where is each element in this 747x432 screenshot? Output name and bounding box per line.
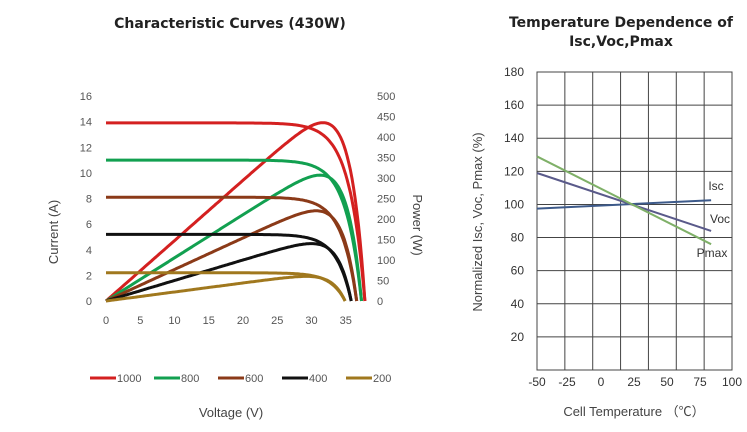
chart1-xtick: 5 <box>137 315 143 327</box>
chart1-xtick: 10 <box>168 315 180 327</box>
iv-curve-600 <box>106 195 359 302</box>
chart2-xtick: 100 <box>722 375 742 389</box>
chart1-y2tick: 100 <box>377 255 395 267</box>
series-line-pmax <box>536 155 712 246</box>
chart1-ytick: 14 <box>80 117 92 129</box>
chart2-ytick: 100 <box>504 197 524 211</box>
chart1-ytick: 2 <box>86 270 92 282</box>
legend-label-200: 200 <box>373 373 391 385</box>
chart1-legend: 1000 800 600 400 200 <box>90 373 391 385</box>
pv-curve-1000 <box>105 121 367 303</box>
pv-curve-600 <box>105 209 359 303</box>
iv-curve-200 <box>106 271 347 302</box>
chart1-xlabel: Voltage (V) <box>199 405 263 420</box>
chart1-ytick: 10 <box>80 168 92 180</box>
chart2-ytick: 20 <box>511 330 525 344</box>
chart2-xtick: 50 <box>660 375 674 389</box>
chart1-y2tick: 0 <box>377 296 383 308</box>
chart1-ytick: 6 <box>86 219 92 231</box>
chart1-xtick: 0 <box>103 315 109 327</box>
chart1-y2tick: 400 <box>377 132 395 144</box>
chart2-xtick: 75 <box>693 375 707 389</box>
chart2-xtick: 25 <box>627 375 641 389</box>
chart1-ytick: 0 <box>86 296 92 308</box>
pv-curve-200 <box>105 274 347 303</box>
series-label-isc: Isc <box>708 179 723 193</box>
chart1-xtick: 20 <box>237 315 249 327</box>
chart2-ylabel: Normalized Isc, Voc, Pmax (%) <box>470 132 485 311</box>
chart1-ytick: 12 <box>80 142 92 154</box>
chart2-xtick: -50 <box>528 375 546 389</box>
chart2-xlabel: Cell Temperature （℃） <box>563 404 704 419</box>
series-label-pmax: Pmax <box>697 246 728 260</box>
chart1-ylabel: Current (A) <box>46 200 61 264</box>
chart1-xtick: 35 <box>340 315 352 327</box>
series-line-voc <box>536 172 712 232</box>
chart1-xtick: 30 <box>305 315 317 327</box>
chart1-ytick: 4 <box>86 245 92 257</box>
legend-label-800: 800 <box>181 373 199 385</box>
chart1-y2label: Power (W) <box>410 194 425 255</box>
chart1-y2tick: 50 <box>377 276 389 288</box>
series-label-voc: Voc <box>710 212 730 226</box>
chart1-y2tick: 300 <box>377 173 395 185</box>
chart1-xtick: 15 <box>203 315 215 327</box>
chart2-ytick: 40 <box>511 297 525 311</box>
chart1-ytick: 8 <box>86 194 92 206</box>
chart1-y2tick: 150 <box>377 235 395 247</box>
chart2-ytick: 120 <box>504 164 524 178</box>
chart1-ytick: 16 <box>80 91 92 103</box>
series-line-isc <box>536 199 712 210</box>
chart2-xtick: -25 <box>558 375 576 389</box>
legend-label-1000: 1000 <box>117 373 141 385</box>
legend-label-400: 400 <box>309 373 327 385</box>
chart2-plot-frame <box>536 71 733 371</box>
chart2-title-line2: Isc,Voc,Pmax <box>569 34 673 50</box>
iv-curve-400 <box>106 232 353 302</box>
chart2-title-line1: Temperature Dependence of <box>509 15 734 31</box>
chart2-ytick: 80 <box>511 231 525 245</box>
iv-curve-800 <box>106 158 363 302</box>
chart1-y2tick: 250 <box>377 194 395 206</box>
pv-curve-400 <box>105 242 353 303</box>
chart1-y2tick: 350 <box>377 153 395 165</box>
iv-curve-1000 <box>106 121 367 302</box>
chart2-ytick: 60 <box>511 264 525 278</box>
chart2-xtick: 0 <box>598 375 605 389</box>
chart2-ytick: 160 <box>504 98 524 112</box>
legend-label-600: 600 <box>245 373 263 385</box>
chart1-y2tick: 200 <box>377 214 395 226</box>
chart1-y2tick: 500 <box>377 91 395 103</box>
chart2-ytick: 180 <box>504 65 524 79</box>
chart2-ytick: 140 <box>504 131 524 145</box>
chart1-title: Characteristic Curves (430W) <box>114 16 346 32</box>
chart1-xtick: 25 <box>271 315 283 327</box>
chart1-y2tick: 450 <box>377 112 395 124</box>
